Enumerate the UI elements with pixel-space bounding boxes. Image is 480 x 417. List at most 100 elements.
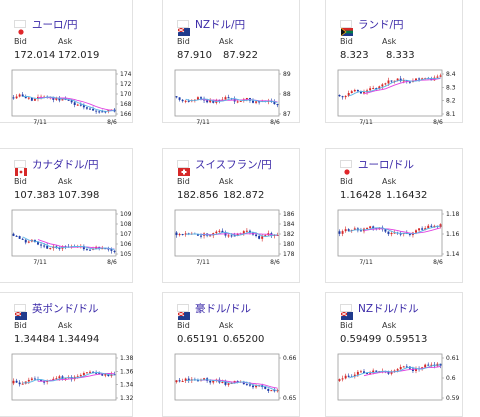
candle-body xyxy=(338,379,341,381)
candle-body xyxy=(427,364,430,366)
pair-link[interactable]: スイスフラン/円 xyxy=(177,157,272,176)
candle-body xyxy=(58,376,61,379)
candle-body xyxy=(30,97,33,101)
candle-body xyxy=(261,236,264,239)
candle-body xyxy=(85,249,88,251)
candlestick-chart[interactable]: 1.18 1.16 1.14 7/11 8/6 xyxy=(336,208,462,266)
candle-body xyxy=(107,248,110,250)
candlestick-chart[interactable]: 0.66 0.65 xyxy=(173,352,299,410)
candlestick-chart[interactable]: 8.4 8.3 8.2 8.1 7/11 8/6 xyxy=(336,68,462,126)
candle-body xyxy=(104,374,107,376)
y-tick-label: 0.6 xyxy=(446,375,456,382)
candlestick-chart[interactable]: 89 88 87 7/11 8/6 xyxy=(173,68,299,126)
candle-body xyxy=(338,231,341,234)
candle-body xyxy=(430,78,433,81)
candlestick-chart[interactable]: 174 172 170 168 166 7/11 8/6 xyxy=(10,68,136,126)
rate-card[interactable]: ユーロ/ドル Bid Ask 1.16428 1.16432 1.18 1.16 1… xyxy=(325,148,463,283)
rate-card[interactable]: 英ポンド/ドル Bid Ask 1.34484 1.34494 1.38 1.36… xyxy=(0,292,136,417)
bid-value: 182.856 xyxy=(177,190,219,201)
candle-body xyxy=(390,371,393,374)
x-tick-label: 7/11 xyxy=(359,119,373,126)
candle-body xyxy=(95,110,98,112)
pair-title[interactable]: 豪ドル/ドル xyxy=(195,302,252,315)
moving-average-line xyxy=(22,236,115,250)
candlestick-chart[interactable]: 1.38 1.36 1.34 1.32 xyxy=(10,352,136,410)
pair-title[interactable]: NZドル/円 xyxy=(195,18,246,31)
candle-body xyxy=(187,378,190,381)
candle-body xyxy=(101,373,104,376)
pair-link[interactable]: 豪ドル/ドル xyxy=(177,301,252,320)
pair-title[interactable]: ユーロ/円 xyxy=(32,18,78,31)
pair-link[interactable]: ユーロ/円 xyxy=(14,17,78,36)
y-tick-label: 108 xyxy=(120,221,132,228)
candle-body xyxy=(415,230,417,233)
y-tick-label: 170 xyxy=(120,91,132,98)
y-tick-label: 1.36 xyxy=(120,368,134,375)
candle-body xyxy=(215,231,218,234)
pair-link[interactable]: NZドル/ドル xyxy=(340,301,419,320)
candle-body xyxy=(408,233,411,236)
bid-value: 172.014 xyxy=(14,50,56,61)
flag-icon xyxy=(340,160,353,176)
pair-link[interactable]: カナダドル/円 xyxy=(14,157,99,176)
candlestick-chart[interactable]: 0.61 0.6 0.59 xyxy=(336,352,462,410)
candle-body xyxy=(15,235,18,237)
y-tick-label: 184 xyxy=(283,221,295,228)
pair-link[interactable]: ランド/円 xyxy=(340,17,404,37)
y-tick-label: 1.14 xyxy=(446,251,460,258)
candle-body xyxy=(73,102,76,106)
y-tick-label: 186 xyxy=(283,211,295,218)
candle-body xyxy=(375,370,378,372)
candle-body xyxy=(52,378,55,381)
candle-body xyxy=(378,86,381,89)
candle-body xyxy=(61,376,64,379)
ask-value: 1.34494 xyxy=(58,334,100,345)
rate-card[interactable]: 豪ドル/ドル Bid Ask 0.65191 0.65200 0.66 0.65 xyxy=(162,292,300,417)
candle-body xyxy=(104,111,107,113)
candle-body xyxy=(175,96,178,98)
chart-frame xyxy=(174,69,280,117)
pair-link[interactable]: 英ポンド/ドル xyxy=(14,301,99,320)
candle-body xyxy=(67,99,70,101)
y-tick-label: 1.16 xyxy=(446,231,460,238)
bid-value: 1.16428 xyxy=(340,190,382,201)
pair-title[interactable]: NZドル/ドル xyxy=(358,302,419,315)
candlestick-chart[interactable]: 186 184 182 180 178 7/11 8/6 xyxy=(173,208,299,266)
flag-icon xyxy=(177,20,190,36)
bid-value: 0.59499 xyxy=(340,334,382,345)
pair-title[interactable]: ランド/円 xyxy=(358,18,404,31)
rate-card[interactable]: NZドル/ドル Bid Ask 0.59499 0.59513 0.61 0.6 0… xyxy=(325,292,463,417)
candle-body xyxy=(252,100,254,103)
x-tick-label: 8/6 xyxy=(270,119,280,126)
candle-body xyxy=(439,224,442,227)
candle-body xyxy=(421,78,424,80)
pair-link[interactable]: NZドル/円 xyxy=(177,17,246,36)
candlestick-chart[interactable]: 109 108 107 106 105 7/11 8/6 xyxy=(10,208,136,266)
rate-card[interactable]: ランド/円 Bid Ask 8.323 8.333 8.4 8.3 8.2 8.1 7/… xyxy=(325,0,463,126)
candle-body xyxy=(221,382,224,384)
candle-body xyxy=(436,76,439,78)
candle-body xyxy=(107,109,110,112)
pair-link[interactable]: ユーロ/ドル xyxy=(340,157,415,176)
y-tick-label: 89 xyxy=(283,71,291,78)
candle-body xyxy=(341,378,344,380)
rate-card[interactable]: NZドル/円 Bid Ask 87.910 87.922 89 88 87 7/11 8… xyxy=(162,0,300,126)
candle-body xyxy=(30,378,33,380)
candle-body xyxy=(405,366,408,368)
candle-body xyxy=(239,100,242,102)
y-tick-label: 0.61 xyxy=(446,355,460,362)
candle-body xyxy=(227,235,230,237)
candle-body xyxy=(341,231,344,234)
pair-title[interactable]: 英ポンド/ドル xyxy=(32,302,99,315)
pair-title[interactable]: カナダドル/円 xyxy=(32,158,99,171)
pair-title[interactable]: ユーロ/ドル xyxy=(358,158,415,171)
rate-card[interactable]: ユーロ/円 Bid Ask 172.014 172.019 174 172 170 1… xyxy=(0,0,136,126)
rate-card[interactable]: カナダドル/円 Bid Ask 107.383 107.398 109 108 10… xyxy=(0,148,133,283)
candle-body xyxy=(375,88,378,90)
rate-card[interactable]: スイスフラン/円 Bid Ask 182.856 182.872 186 184 1… xyxy=(162,148,300,283)
candle-body xyxy=(89,249,91,251)
pair-title[interactable]: スイスフラン/円 xyxy=(195,158,272,171)
candle-body xyxy=(255,385,258,388)
candle-body xyxy=(58,97,61,101)
candle-body xyxy=(18,94,21,97)
